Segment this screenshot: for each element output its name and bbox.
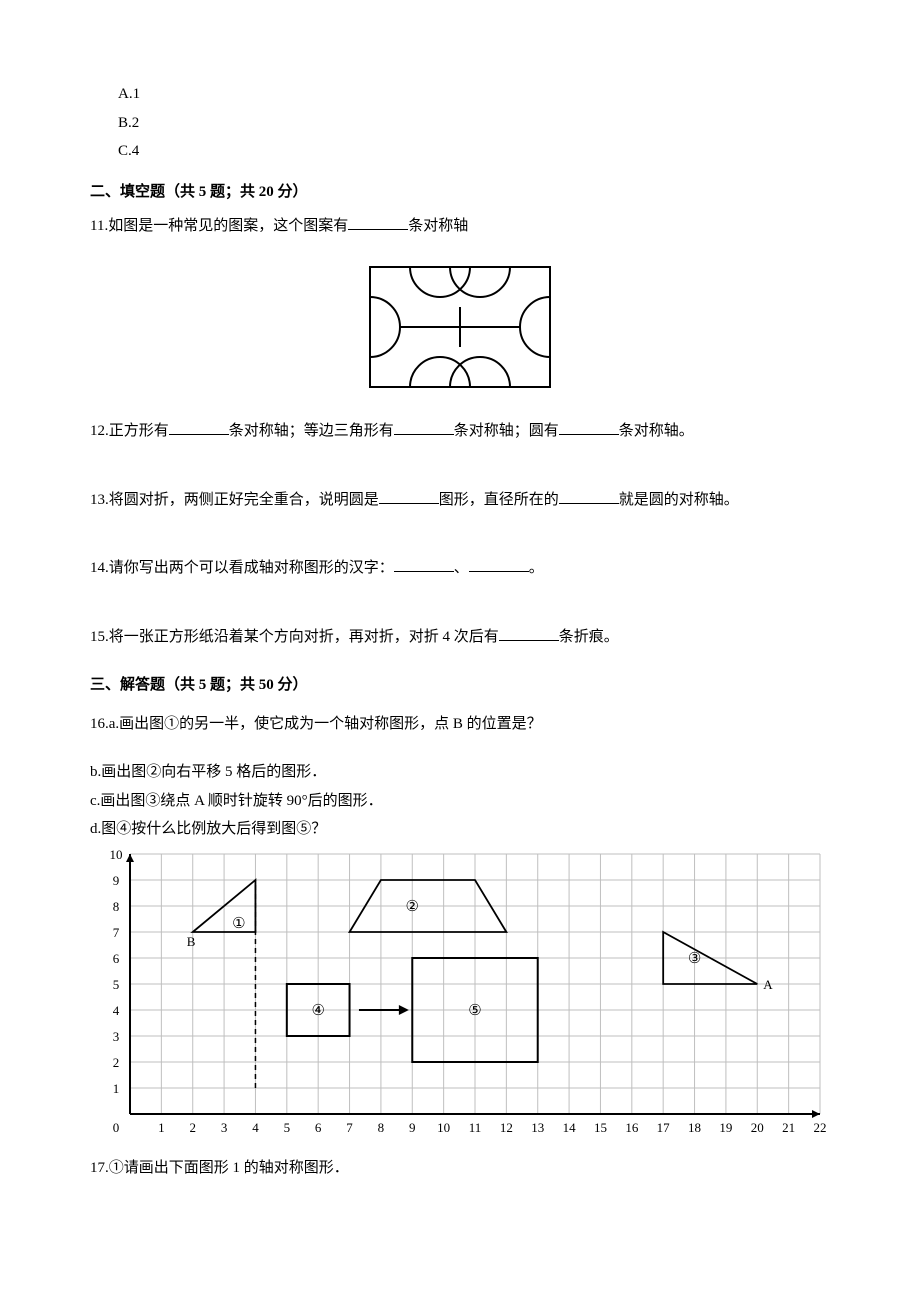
svg-text:20: 20 [751,1120,764,1135]
svg-text:16: 16 [625,1120,639,1135]
section-2-title: 二、填空题（共 5 题；共 20 分） [90,178,830,207]
svg-text:21: 21 [782,1120,795,1135]
svg-text:14: 14 [563,1120,577,1135]
q14-blank-2 [469,556,529,572]
svg-text:3: 3 [113,1029,120,1044]
question-14: 14.请你写出两个可以看成轴对称图形的汉字： 、 。 [90,554,830,583]
q16-a: 16.a.画出图①的另一半，使它成为一个轴对称图形，点 B 的位置是？ [90,710,830,739]
q12-blank-2 [394,419,454,435]
option-a: A.1 [118,80,830,109]
q16-c: c.画出图③绕点 A 顺时针旋转 90°后的图形． [90,787,830,816]
question-17: 17.①请画出下面图形 1 的轴对称图形． [90,1154,830,1183]
q13-c: 就是圆的对称轴。 [619,492,739,508]
q13-b: 图形，直径所在的 [439,492,559,508]
svg-text:4: 4 [113,1003,120,1018]
svg-text:5: 5 [284,1120,291,1135]
svg-text:7: 7 [113,925,120,940]
svg-text:13: 13 [531,1120,544,1135]
svg-text:8: 8 [113,899,120,914]
svg-text:5: 5 [113,977,120,992]
svg-text:19: 19 [719,1120,732,1135]
q12-c: 条对称轴；圆有 [454,423,559,439]
question-12: 12.正方形有 条对称轴；等边三角形有 条对称轴；圆有 条对称轴。 [90,417,830,446]
q13-a: 13.将圆对折，两侧正好完全重合，说明圆是 [90,492,379,508]
svg-text:9: 9 [113,873,120,888]
svg-text:8: 8 [378,1120,385,1135]
question-15: 15.将一张正方形纸沿着某个方向对折，再对折，对折 4 次后有 条折痕。 [90,623,830,652]
svg-text:9: 9 [409,1120,416,1135]
svg-text:6: 6 [315,1120,322,1135]
question-11: 11.如图是一种常见的图案，这个图案有 条对称轴 [90,212,830,241]
svg-text:10: 10 [110,847,123,862]
svg-text:⑤: ⑤ [468,1003,481,1019]
q11-text-b: 条对称轴 [408,218,468,234]
svg-text:A: A [763,977,773,992]
svg-text:2: 2 [113,1055,120,1070]
svg-text:6: 6 [113,951,120,966]
svg-text:1: 1 [113,1081,120,1096]
svg-text:11: 11 [469,1120,482,1135]
q16-d: d.图④按什么比例放大后得到图⑤？ [90,815,830,844]
svg-text:B: B [187,934,196,949]
q15-blank [499,625,559,641]
q12-blank-1 [169,419,229,435]
svg-text:③: ③ [688,951,701,967]
svg-text:7: 7 [346,1120,353,1135]
svg-text:1: 1 [158,1120,165,1135]
q12-a: 12.正方形有 [90,423,169,439]
q14-sep: 、 [454,560,469,576]
q14-end: 。 [529,560,544,576]
q14-a: 14.请你写出两个可以看成轴对称图形的汉字： [90,560,394,576]
svg-text:②: ② [406,899,419,915]
svg-text:18: 18 [688,1120,701,1135]
svg-text:15: 15 [594,1120,607,1135]
svg-text:12: 12 [500,1120,513,1135]
q11-figure [90,257,830,408]
q15-b: 条折痕。 [559,629,619,645]
svg-text:2: 2 [189,1120,196,1135]
q13-blank-1 [379,488,439,504]
svg-text:10: 10 [437,1120,450,1135]
q16-figure: 1234567891011121314151617181920212201234… [90,844,830,1155]
option-b: B.2 [118,109,830,138]
q15-a: 15.将一张正方形纸沿着某个方向对折，再对折，对折 4 次后有 [90,629,499,645]
option-c: C.4 [118,137,830,166]
q16-b: b.画出图②向右平移 5 格后的图形． [90,758,830,787]
q11-blank [348,214,408,230]
svg-text:4: 4 [252,1120,259,1135]
q12-b: 条对称轴；等边三角形有 [229,423,394,439]
q11-text-a: 11.如图是一种常见的图案，这个图案有 [90,218,348,234]
section-3-title: 三、解答题（共 5 题；共 50 分） [90,671,830,700]
svg-text:17: 17 [657,1120,671,1135]
q12-d: 条对称轴。 [619,423,694,439]
svg-text:22: 22 [814,1120,827,1135]
q12-blank-3 [559,419,619,435]
svg-text:3: 3 [221,1120,228,1135]
svg-text:0: 0 [113,1120,120,1135]
q13-blank-2 [559,488,619,504]
question-13: 13.将圆对折，两侧正好完全重合，说明圆是 图形，直径所在的 就是圆的对称轴。 [90,486,830,515]
svg-text:①: ① [232,916,245,932]
svg-text:④: ④ [311,1003,324,1019]
q14-blank-1 [394,556,454,572]
